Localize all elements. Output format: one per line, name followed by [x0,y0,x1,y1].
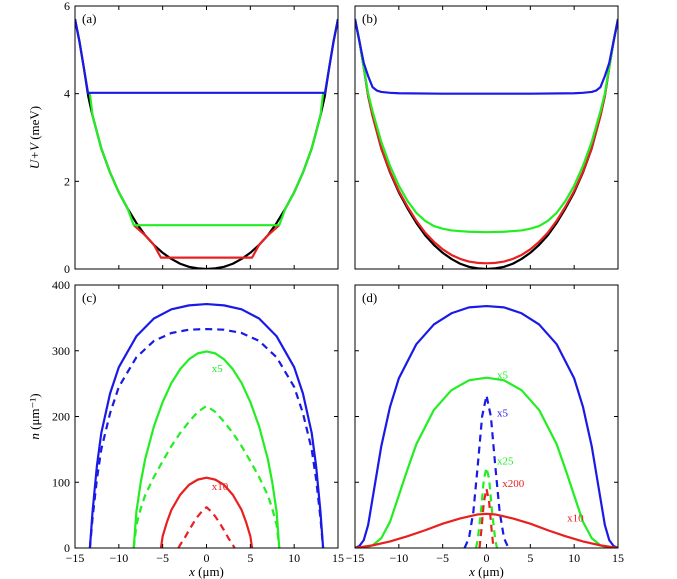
y-tick-label: 400 [52,278,70,292]
series-line-6 [478,487,495,548]
series-line-4 [474,466,499,548]
annotation-label: x25 [497,455,514,467]
plot-frame [74,5,339,270]
series-line-3 [132,350,281,548]
panel-label: (b) [362,11,377,26]
series-line-2 [463,394,510,548]
x-tick-label: −15 [66,551,85,565]
x-axis-label: x (μm) [468,564,504,579]
y-axis-label: U+V (meV) [27,106,42,169]
x-tick-label: 5 [527,551,533,565]
panel-b: (b) [354,5,619,270]
annotation-label: x200 [502,478,525,490]
series-line-3 [88,93,325,227]
panel-label: (d) [362,290,377,305]
x-axis-label: x (μm) [188,564,224,579]
series-group [88,302,325,548]
y-tick-label: 0 [64,541,70,555]
series-line-3 [363,376,610,548]
x-tick-label: −5 [156,551,169,565]
y-axis-label: n (μm⁻¹) [27,393,42,439]
y-tick-label: 100 [52,475,70,489]
x-tick-label: −10 [389,551,408,565]
series-line-1 [355,304,618,548]
panel-label: (a) [82,11,96,26]
annotation-label: x5 [497,369,509,381]
series-line-1 [75,18,338,269]
series-line-2 [355,18,618,265]
series-group [75,18,338,269]
x-tick-label: 10 [288,551,300,565]
annotation-label: x10 [567,513,584,525]
series-line-2 [133,224,280,259]
series-line-3 [355,18,618,234]
series-line-4 [75,18,338,95]
series-line-5 [355,512,618,548]
x-tick-label: 15 [332,551,344,565]
y-tick-label: 2 [64,174,70,188]
y-tick-label: 0 [64,262,70,276]
series-line-1 [88,302,325,548]
series-group [355,304,618,548]
x-tick-label: −5 [436,551,449,565]
annotation-label: x5 [497,408,509,420]
annotation-label: x5 [212,363,224,375]
panel-d: −15 −10 −5 0 5 10 15 (d) x (μm) x5 x5 x25 x200 x10 [346,284,624,579]
series-line-4 [132,404,281,548]
x-tick-label: 0 [484,551,490,565]
y-tick-label: 4 [64,87,70,101]
series-group [355,18,618,269]
panel-label: (c) [82,290,96,305]
y-tick-label: 200 [52,410,70,424]
panel-a: 0 2 4 6 (a) U+V (meV) [27,0,339,276]
series-line-5 [159,476,254,548]
y-tick-label: 300 [52,344,70,358]
x-tick-label: 5 [247,551,253,565]
series-line-4 [355,18,618,95]
x-tick-label: −15 [346,551,365,565]
annotation-label: x10 [212,481,229,493]
series-line-6 [177,506,236,548]
panel-c: −15 −10 −5 0 5 10 15 0 100 200 300 400 (c) n (μm⁻¹) x … [27,278,344,579]
x-tick-label: 10 [568,551,580,565]
y-tick-label: 6 [64,0,70,13]
x-tick-label: −10 [109,551,128,565]
x-tick-label: 15 [612,551,624,565]
series-line-2 [88,327,325,548]
x-tick-label: 0 [204,551,210,565]
plot-frame [354,5,619,270]
